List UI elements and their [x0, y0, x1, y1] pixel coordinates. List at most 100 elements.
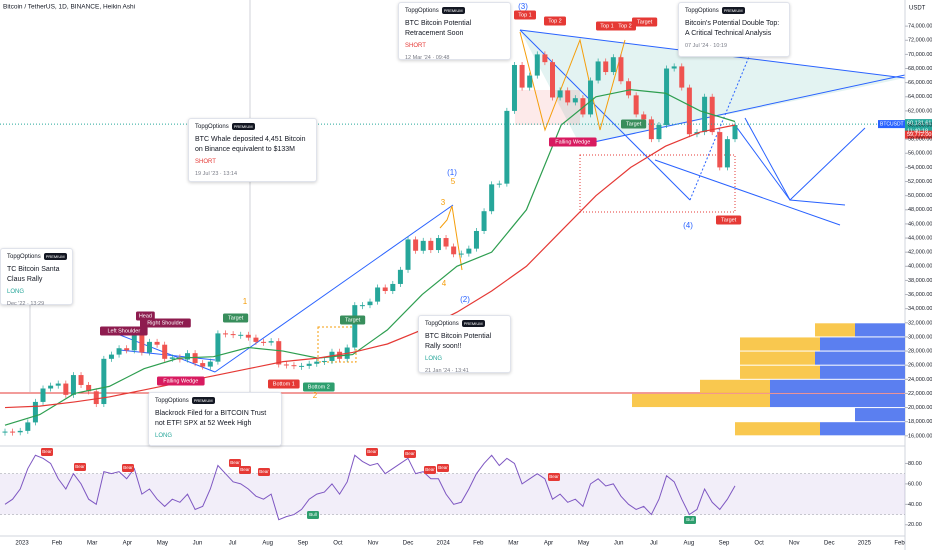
candle: [473, 230, 479, 249]
candle: [306, 363, 312, 366]
candle: [185, 353, 190, 360]
divergence-label: Bull: [686, 517, 694, 522]
candle: [55, 383, 61, 386]
candle: [337, 351, 343, 359]
idea-badge: PREMIUM: [461, 320, 485, 327]
candle: [671, 66, 677, 69]
candle: [489, 184, 495, 212]
x-tick-label: Jun: [193, 541, 203, 547]
divergence-label-box: [229, 459, 241, 467]
idea-card[interactable]: TopgOptions PREMIUM TC Bitcoin Santa Claus…: [0, 248, 73, 307]
y-tick-label: 32,000.00: [908, 320, 932, 326]
ma-price-label: 59,772.00: [907, 132, 931, 138]
rsi-tick-label: 20.00: [908, 522, 922, 528]
idea-date: Dec '22 · 13:29: [7, 301, 45, 307]
candle: [451, 246, 457, 255]
target-box: [579, 154, 736, 213]
candle: [291, 365, 297, 367]
divergence-label-box: [684, 516, 696, 524]
idea-header: TopgOptions PREMIUM: [405, 7, 504, 14]
candle: [139, 334, 145, 353]
wave-line: [439, 205, 463, 271]
idea-card[interactable]: TopgOptions PREMIUM BTC Bitcoin Potential …: [398, 2, 511, 61]
profile-up: [770, 393, 905, 408]
idea-header: TopgOptions PREMIUM: [7, 253, 67, 260]
pattern-label-box: [303, 382, 335, 392]
y-tick-label: 66,000.00: [908, 80, 932, 86]
y-tick-label: 62,000.00: [908, 108, 932, 114]
pattern-label: Bottom 2: [308, 384, 330, 390]
candle: [116, 348, 122, 355]
idea-card[interactable]: TopgOptions PREMIUM BTC Whale deposited 4,…: [188, 118, 317, 182]
x-tick-label: Apr: [123, 541, 132, 547]
y-tick-label: 54,000.00: [908, 165, 932, 171]
pattern-label: Right Shoulder: [147, 320, 184, 326]
x-tick-label: 2025: [858, 541, 872, 547]
x-tick-label: Mar: [508, 541, 518, 547]
idea-card[interactable]: TopgOptions PREMIUM Bitcoin's Potential Do…: [678, 2, 790, 57]
y-tick-label: 70,000.00: [908, 52, 932, 58]
wave-label: 3: [441, 198, 446, 207]
candle: [146, 341, 152, 353]
x-tick-label: Sep: [719, 541, 730, 547]
pattern-label-box: [514, 10, 536, 20]
candle: [580, 98, 586, 115]
pattern-label: Bottom 1: [273, 381, 295, 387]
candle: [40, 388, 46, 402]
y-tick-label: 48,000.00: [908, 207, 932, 213]
y-tick-label: 40,000.00: [908, 264, 932, 270]
x-tick-label: Jun: [614, 541, 624, 547]
pattern-label-box: [596, 21, 618, 31]
candle: [572, 98, 578, 103]
profile-down: [815, 323, 855, 337]
idea-author: TopgOptions: [7, 253, 41, 260]
idea-date: 12 Mar '24 · 09:48: [405, 55, 450, 61]
candle: [101, 358, 107, 405]
y-tick-label: 56,000.00: [908, 151, 932, 157]
candle: [321, 360, 327, 362]
idea-card[interactable]: TopgOptions PREMIUM Blackrock Filed for a …: [148, 392, 282, 446]
y-tick-label: 72,000.00: [908, 38, 932, 44]
chart-title: Bitcoin / TetherUS, 1D, BINANCE, Heikin …: [3, 4, 135, 11]
candle: [595, 61, 601, 81]
candle: [238, 334, 244, 336]
idea-date: 07 Jul '24 · 10:19: [685, 43, 728, 49]
x-tick-label: Feb: [894, 541, 905, 547]
divergence-label: Bear: [259, 469, 269, 474]
countdown-label: 11:40:18: [907, 129, 928, 135]
rsi-tick-label: 80.00: [908, 461, 922, 467]
pattern-label: Top 2: [618, 23, 631, 29]
y-tick-label: 24,000.00: [908, 377, 932, 383]
candle: [131, 334, 137, 351]
idea-card[interactable]: TopgOptions PREMIUM BTC Bitcoin Potential …: [418, 315, 511, 374]
idea-header: TopgOptions PREMIUM: [155, 397, 275, 404]
candle: [435, 238, 441, 251]
candle: [397, 269, 403, 284]
idea-direction: LONG: [155, 433, 173, 439]
divergence-label-box: [258, 468, 270, 476]
candle: [78, 375, 84, 385]
candle: [443, 238, 449, 247]
divergence-label-box: [74, 463, 86, 471]
idea-author: TopgOptions: [685, 7, 719, 14]
candle: [626, 81, 632, 96]
y-tick-label: 44,000.00: [908, 235, 932, 241]
idea-badge: PREMIUM: [441, 7, 465, 14]
candle: [2, 431, 8, 433]
x-tick-label: Nov: [368, 541, 379, 547]
idea-title: BTC Bitcoin Potential Rally soon!!: [425, 333, 492, 350]
divergence-label-box: [41, 448, 53, 456]
pattern-label-box: [621, 119, 647, 129]
candle: [299, 365, 305, 367]
idea-badge: PREMIUM: [43, 253, 67, 260]
candle: [223, 333, 229, 335]
idea-header: TopgOptions PREMIUM: [685, 7, 783, 14]
wave-label: (3): [518, 2, 528, 11]
candle: [268, 341, 274, 343]
candle: [610, 57, 616, 73]
candle: [724, 139, 730, 168]
candle: [656, 125, 662, 140]
moving-average: [4, 124, 736, 409]
idea-badge: PREMIUM: [231, 123, 255, 130]
